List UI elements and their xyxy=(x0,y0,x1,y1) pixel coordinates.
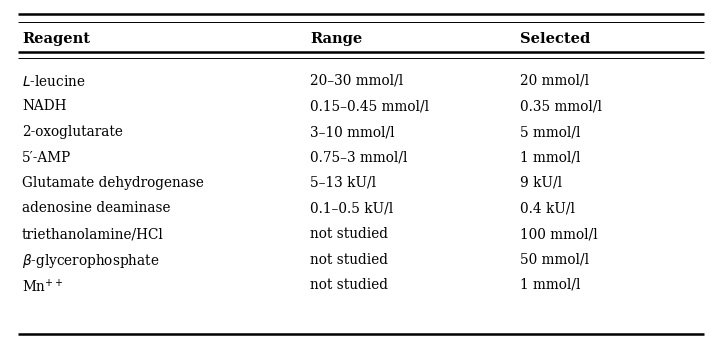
Text: $\mathit{\beta}$-glycerophosphate: $\mathit{\beta}$-glycerophosphate xyxy=(22,252,160,271)
Text: 3–10 mmol/l: 3–10 mmol/l xyxy=(310,125,395,139)
Text: 50 mmol/l: 50 mmol/l xyxy=(520,252,589,266)
Text: Reagent: Reagent xyxy=(22,32,90,46)
Text: 5 mmol/l: 5 mmol/l xyxy=(520,125,580,139)
Text: 5–13 kU/l: 5–13 kU/l xyxy=(310,176,376,190)
Text: 0.75–3 mmol/l: 0.75–3 mmol/l xyxy=(310,150,407,165)
Text: not studied: not studied xyxy=(310,278,388,292)
Text: triethanolamine/HCl: triethanolamine/HCl xyxy=(22,227,164,241)
Text: 0.35 mmol/l: 0.35 mmol/l xyxy=(520,100,602,114)
Text: 20–30 mmol/l: 20–30 mmol/l xyxy=(310,74,404,88)
Text: 0.4 kU/l: 0.4 kU/l xyxy=(520,201,575,215)
Text: 2-oxoglutarate: 2-oxoglutarate xyxy=(22,125,123,139)
Text: 100 mmol/l: 100 mmol/l xyxy=(520,227,598,241)
Text: not studied: not studied xyxy=(310,227,388,241)
Text: $\mathit{L}$-leucine: $\mathit{L}$-leucine xyxy=(22,74,85,89)
Text: 20 mmol/l: 20 mmol/l xyxy=(520,74,589,88)
Text: 5′-AMP: 5′-AMP xyxy=(22,150,71,165)
Text: not studied: not studied xyxy=(310,252,388,266)
Text: Range: Range xyxy=(310,32,362,46)
Text: NADH: NADH xyxy=(22,100,66,114)
Text: 9 kU/l: 9 kU/l xyxy=(520,176,562,190)
Text: 1 mmol/l: 1 mmol/l xyxy=(520,150,580,165)
Text: 0.15–0.45 mmol/l: 0.15–0.45 mmol/l xyxy=(310,100,429,114)
Text: 1 mmol/l: 1 mmol/l xyxy=(520,278,580,292)
Text: adenosine deaminase: adenosine deaminase xyxy=(22,201,170,215)
Text: Selected: Selected xyxy=(520,32,591,46)
Text: 0.1–0.5 kU/l: 0.1–0.5 kU/l xyxy=(310,201,393,215)
Text: Mn$^{++}$: Mn$^{++}$ xyxy=(22,278,64,295)
Text: Glutamate dehydrogenase: Glutamate dehydrogenase xyxy=(22,176,204,190)
